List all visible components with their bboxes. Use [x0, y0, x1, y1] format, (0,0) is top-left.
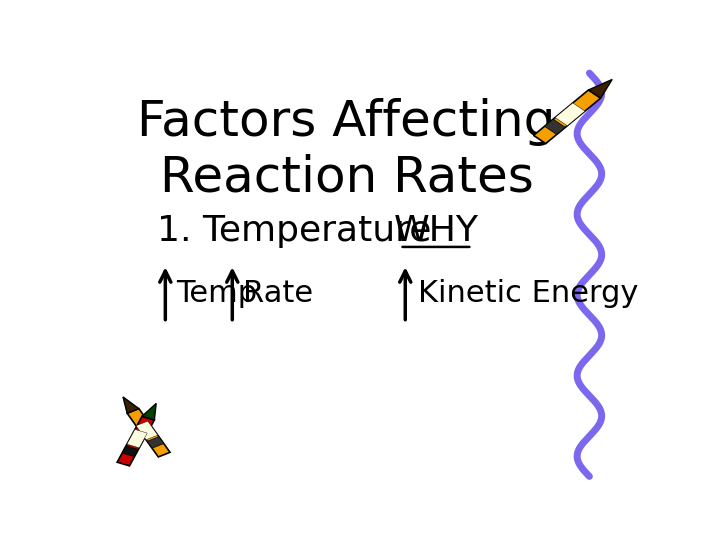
Polygon shape — [534, 90, 600, 144]
Polygon shape — [555, 103, 585, 126]
Polygon shape — [544, 119, 565, 134]
Text: Kinetic Energy: Kinetic Energy — [418, 279, 639, 308]
Text: Factors Affecting
Reaction Rates: Factors Affecting Reaction Rates — [138, 98, 556, 201]
Polygon shape — [123, 397, 139, 413]
Polygon shape — [142, 403, 156, 420]
Polygon shape — [127, 409, 170, 457]
Polygon shape — [127, 429, 148, 448]
Text: WHY: WHY — [393, 214, 479, 248]
Polygon shape — [117, 416, 154, 466]
Polygon shape — [136, 421, 158, 440]
Text: 1. Temperature: 1. Temperature — [157, 214, 431, 248]
Text: Rate: Rate — [243, 279, 314, 308]
Polygon shape — [588, 79, 612, 98]
Polygon shape — [122, 446, 138, 457]
Polygon shape — [147, 437, 164, 448]
Text: Temp: Temp — [176, 279, 258, 308]
